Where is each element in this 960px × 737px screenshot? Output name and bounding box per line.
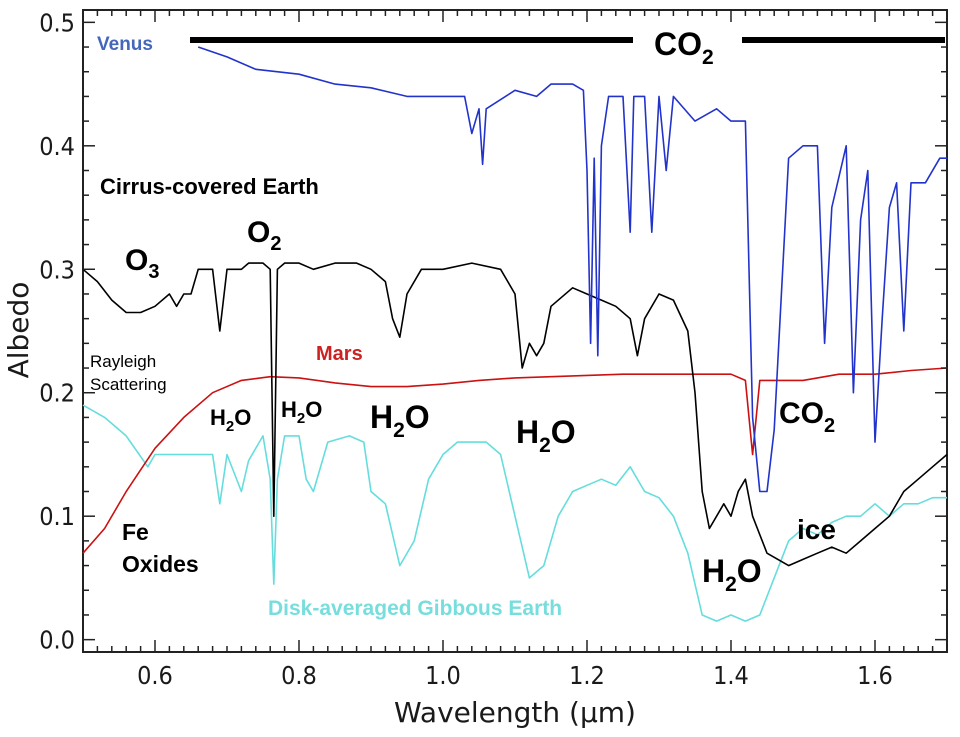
h2o-small-2-sub: 2 xyxy=(297,410,305,427)
h2o-label-small-2: H2O xyxy=(281,397,322,427)
y-tick-label: 0.3 xyxy=(39,255,75,284)
h2o-large-3-tail: O xyxy=(737,553,762,589)
ice-label: ice xyxy=(797,514,836,545)
rayleigh-label-line2: Scattering xyxy=(90,375,167,394)
h2o-small-1-tail: O xyxy=(234,405,251,430)
h2o-small-2-tail: O xyxy=(305,397,322,422)
h2o-large-1-tail: O xyxy=(405,399,430,435)
h2o-large-2-sub: 2 xyxy=(539,434,551,457)
o3-main: O xyxy=(125,244,148,277)
o2-sub: 2 xyxy=(270,233,281,255)
series-layer xyxy=(82,46,948,622)
x-axis-title: Wavelength (μm) xyxy=(394,696,636,729)
y-tick-label: 0.4 xyxy=(39,132,75,161)
co2-right-sub: 2 xyxy=(824,415,835,437)
x-tick-label: 0.8 xyxy=(281,661,317,690)
y-tick-label: 0.1 xyxy=(39,502,75,531)
h2o-label-large-3: H2O xyxy=(702,553,762,596)
h2o-label-small-1: H2O xyxy=(210,405,251,435)
x-tick-label: 1.2 xyxy=(569,661,605,690)
o3-label: O3 xyxy=(125,244,159,283)
mars-label: Mars xyxy=(316,343,363,365)
o2-label: O2 xyxy=(247,216,281,255)
fe-oxides-label-line1: Fe xyxy=(122,519,149,545)
venus-label: Venus xyxy=(97,34,153,55)
h2o-large-2-main: H xyxy=(516,414,539,450)
x-tick-label: 1.0 xyxy=(425,661,461,690)
ticks-layer: 0.6 0.8 1.0 1.2 1.4 1.6 0.0 0.1 0.2 0.3 0.4 0.5 xyxy=(39,8,947,690)
h2o-large-1-sub: 2 xyxy=(393,419,405,442)
h2o-label-large-1: H2O xyxy=(370,399,430,442)
h2o-small-2-main: H xyxy=(281,397,297,422)
x-tick-label: 1.4 xyxy=(713,661,749,690)
x-tick-label: 0.6 xyxy=(137,661,173,690)
fe-oxides-label-line2: Oxides xyxy=(122,551,199,577)
co2-top-label: CO2 xyxy=(654,26,714,69)
y-tick-label: 0.2 xyxy=(39,379,75,408)
x-tick-label: 1.6 xyxy=(857,661,893,690)
co2-right-main: CO xyxy=(779,397,824,430)
gibbous-earth-label: Disk-averaged Gibbous Earth xyxy=(268,597,562,620)
series-line-cirrus-covered-earth xyxy=(82,262,948,567)
series-line-mars xyxy=(82,367,948,554)
y-tick-label: 0.0 xyxy=(39,626,75,655)
rayleigh-label-line1: Rayleigh xyxy=(90,352,156,371)
y-tick-label: 0.5 xyxy=(39,8,75,37)
cirrus-label: Cirrus-covered Earth xyxy=(100,174,319,199)
co2-right-label: CO2 xyxy=(779,397,835,437)
h2o-small-1-sub: 2 xyxy=(226,418,234,435)
h2o-large-3-main: H xyxy=(702,553,725,589)
h2o-large-3-sub: 2 xyxy=(725,573,737,596)
h2o-small-1-main: H xyxy=(210,405,226,430)
h2o-label-large-2: H2O xyxy=(516,414,576,457)
o2-main: O xyxy=(247,216,270,249)
series-line-venus xyxy=(197,46,947,493)
h2o-large-2-tail: O xyxy=(551,414,576,450)
series-line-disk-averaged-gibbous-earth xyxy=(82,404,947,622)
y-axis-title: Albedo xyxy=(2,282,35,379)
co2-top-sub: 2 xyxy=(702,46,714,69)
o3-sub: 3 xyxy=(148,261,159,283)
co2-top-main: CO xyxy=(654,26,702,62)
h2o-large-1-main: H xyxy=(370,399,393,435)
